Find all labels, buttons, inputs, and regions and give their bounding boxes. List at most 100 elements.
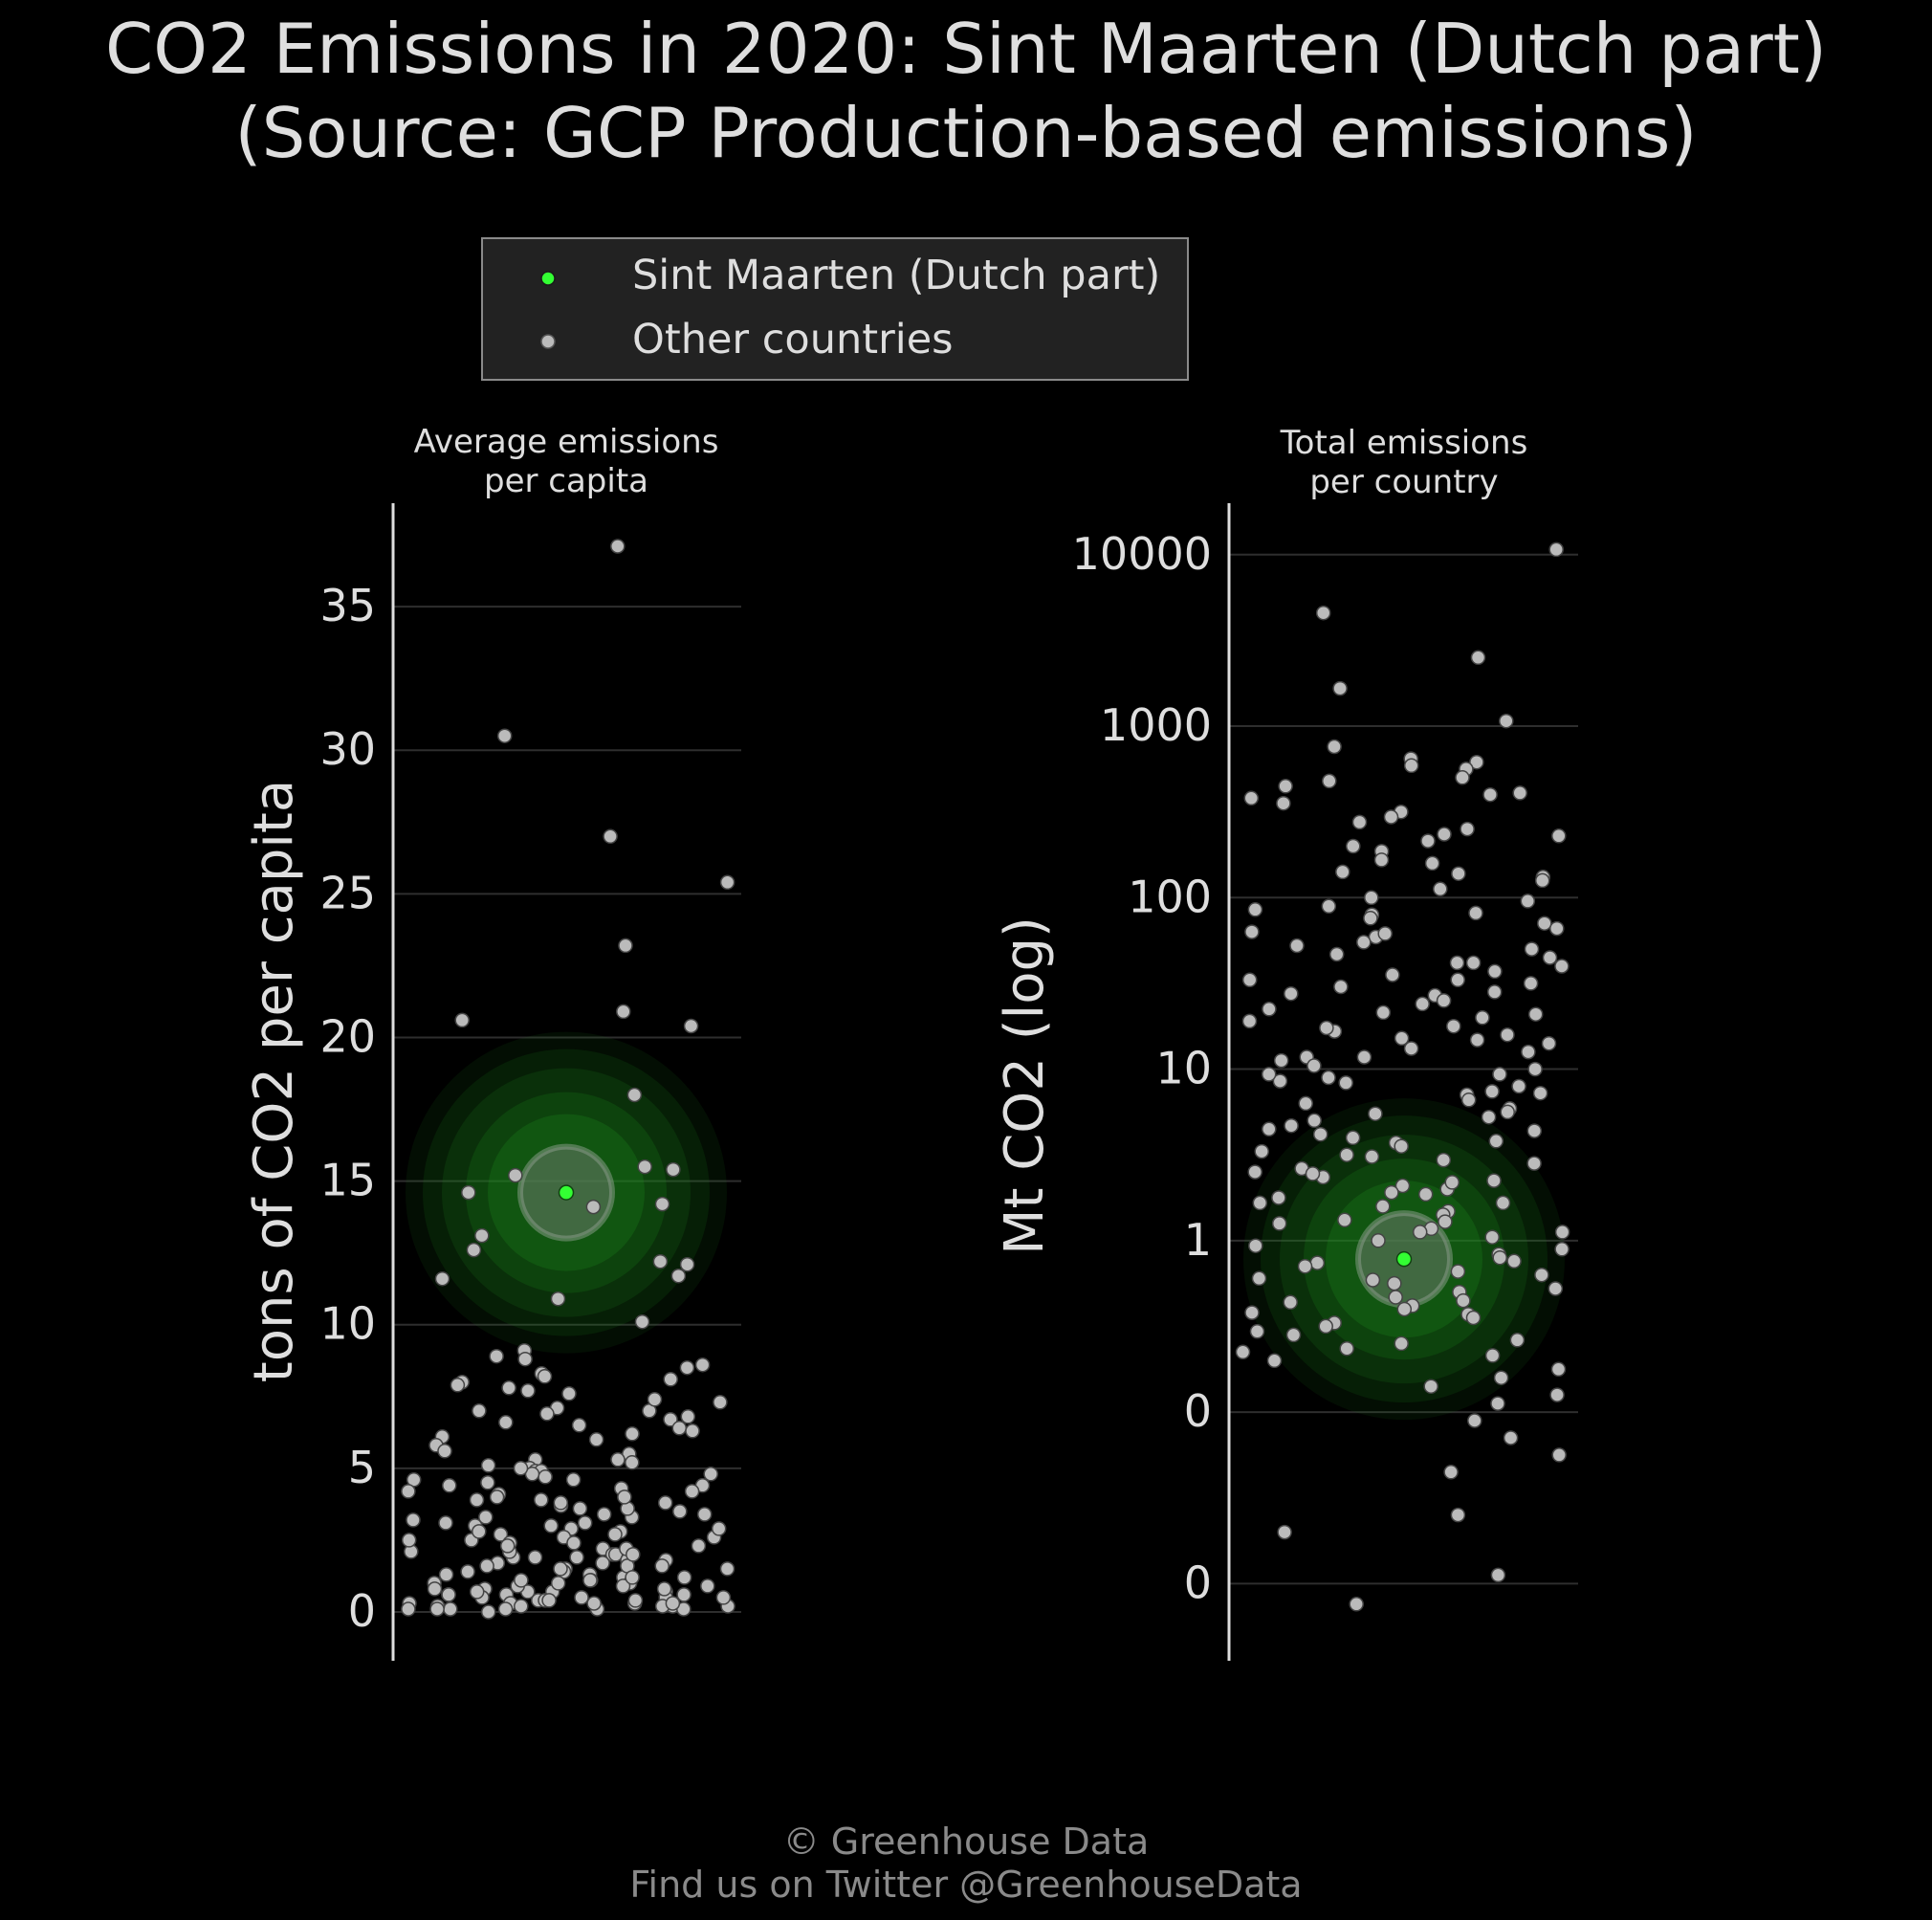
data-point-other-country (1493, 1370, 1509, 1385)
panel-title-per-capita-line2: per capita (484, 462, 648, 500)
data-point-other-country (700, 1578, 715, 1594)
legend-highlight-marker (540, 271, 556, 286)
data-point-other-country (1500, 1026, 1515, 1043)
data-point-other-country (1554, 959, 1570, 974)
data-point-other-country (537, 1369, 553, 1384)
data-point-other-country (663, 1412, 678, 1427)
data-point-other-country (625, 1455, 640, 1470)
data-point-other-country (1315, 605, 1331, 621)
data-point-other-country (1551, 1447, 1567, 1463)
data-point-other-country (1524, 941, 1540, 957)
data-point-other-country (1551, 828, 1567, 844)
data-point-other-country (1235, 1344, 1251, 1360)
points-total (1235, 541, 1570, 1612)
data-point-other-country (1484, 1348, 1501, 1363)
data-point-highlight (558, 1184, 575, 1201)
data-point-other-country (1345, 1130, 1361, 1146)
data-point-other-country (1548, 1281, 1564, 1296)
data-point-other-country (657, 1495, 673, 1511)
data-point-other-country (1403, 1041, 1419, 1056)
data-point-other-country (1377, 926, 1393, 941)
legend-others-label: Other countries (632, 316, 954, 364)
data-point-other-country (1387, 1275, 1402, 1291)
data-point-other-country (1289, 938, 1305, 954)
data-point-other-country (1254, 1143, 1269, 1159)
data-point-other-country (656, 1581, 672, 1597)
data-point-other-country (478, 1510, 494, 1525)
data-point-other-country (582, 1573, 598, 1588)
data-point-other-country (618, 938, 633, 954)
data-point-other-country (1521, 1044, 1536, 1060)
data-point-other-country (524, 1467, 540, 1482)
data-point-other-country (480, 1604, 496, 1620)
data-point-other-country (1549, 1387, 1565, 1402)
data-point-other-country (469, 1584, 485, 1600)
data-point-other-country (1438, 1214, 1453, 1229)
data-point-other-country (1327, 739, 1342, 755)
data-point-other-country (1394, 1030, 1410, 1047)
y-ticks-per-capita: 0 5 10 15 20 25 30 35 (319, 580, 376, 1637)
data-point-other-country (1241, 1013, 1258, 1029)
data-point-other-country (565, 1472, 582, 1488)
data-point-other-country (1373, 852, 1390, 868)
data-point-other-country (1526, 1156, 1542, 1171)
data-point-other-country (1503, 1430, 1519, 1446)
data-point-other-country (1554, 1225, 1570, 1240)
data-point-other-country (679, 1359, 695, 1376)
y-tick-label: 0 (1184, 1385, 1212, 1437)
data-point-other-country (1262, 1121, 1277, 1137)
data-point-other-country (543, 1518, 559, 1534)
data-point-other-country (1403, 758, 1419, 774)
data-point-other-country (711, 1521, 727, 1536)
data-point-other-country (1356, 935, 1372, 950)
data-point-other-country (469, 1492, 485, 1508)
data-point-other-country (1532, 1085, 1548, 1101)
data-point-other-country (1364, 1149, 1380, 1164)
data-point-other-country (647, 1392, 663, 1407)
data-point-other-country (427, 1581, 443, 1597)
data-point-other-country (1446, 1018, 1461, 1034)
y-tick-label: 0 (348, 1585, 376, 1637)
data-point-other-country (1394, 1178, 1411, 1194)
data-point-other-country (472, 1524, 487, 1539)
data-point-other-country (1499, 713, 1514, 729)
data-point-other-country (1272, 1073, 1288, 1089)
data-point-other-country (1520, 894, 1536, 909)
data-point-other-country (460, 1564, 475, 1579)
data-point-other-country (513, 1461, 529, 1476)
data-point-other-country (1385, 967, 1400, 982)
data-point-other-country (474, 1227, 490, 1244)
data-point-other-country (1247, 1164, 1262, 1180)
data-point-other-country (1283, 1294, 1298, 1311)
data-point-other-country (625, 1426, 640, 1442)
data-point-highlight (1395, 1250, 1413, 1268)
data-point-other-country (1249, 1324, 1265, 1339)
chart-title-line1: CO2 Emissions in 2020: Sint Maarten (Dut… (105, 9, 1827, 89)
data-point-other-country (1276, 795, 1291, 811)
data-point-other-country (1469, 1032, 1485, 1048)
data-point-other-country (1266, 1353, 1283, 1369)
data-point-other-country (566, 1535, 582, 1551)
y-tick-label: 15 (319, 1155, 376, 1206)
data-point-other-country (1277, 1524, 1292, 1540)
data-point-other-country (684, 1484, 700, 1499)
points-per-capita (401, 539, 735, 1620)
data-point-other-country (1436, 993, 1452, 1008)
y-tick-label: 5 (348, 1442, 376, 1493)
panel-total: Total emissions per country Mt CO2 (log)… (994, 424, 1578, 1661)
data-point-other-country (1492, 1067, 1507, 1082)
data-point-other-country (1488, 1134, 1504, 1149)
data-point-other-country (429, 1601, 445, 1617)
data-point-other-country (493, 1527, 509, 1542)
data-point-other-country (1319, 1020, 1334, 1036)
data-point-other-country (634, 1313, 650, 1330)
data-point-other-country (443, 1601, 458, 1617)
data-point-other-country (1328, 946, 1345, 962)
data-point-other-country (1394, 1138, 1409, 1154)
y-tick-label: 1 (1184, 1214, 1212, 1266)
data-point-other-country (1284, 1117, 1299, 1134)
data-point-other-country (666, 1161, 681, 1178)
footer-twitter: Find us on Twitter @GreenhouseData (629, 1864, 1302, 1906)
data-point-other-country (683, 1018, 699, 1034)
panel-per-capita: Average emissions per capita tons of CO2… (243, 423, 741, 1661)
